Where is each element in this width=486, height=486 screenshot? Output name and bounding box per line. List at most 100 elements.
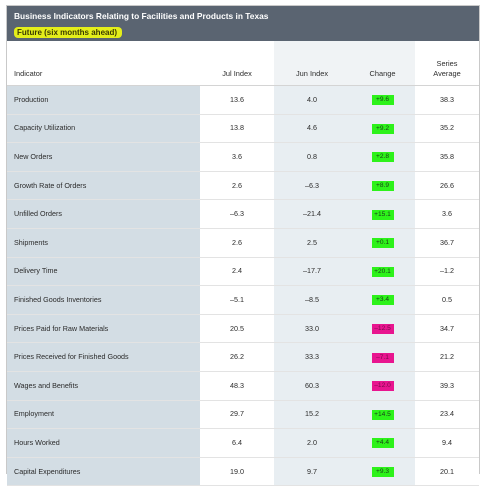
- table-row: Hours Worked 6.4 2.0 +4.4 9.4: [7, 428, 479, 458]
- table-header-row: Indicator Jul Index Jun Index Change Ser…: [7, 41, 479, 86]
- jul-index-cell: 20.5: [200, 314, 274, 344]
- column-header-indicator: Indicator: [7, 41, 200, 86]
- jun-index-cell: –6.3: [274, 171, 350, 201]
- jul-index-cell: 13.8: [200, 114, 274, 144]
- series-average-cell: 0.5: [415, 285, 479, 315]
- jul-index-cell: 13.6: [200, 85, 274, 115]
- table-row: Wages and Benefits 48.3 60.3 –12.0 39.3: [7, 371, 479, 401]
- jun-index-cell: 33.0: [274, 314, 350, 344]
- change-badge-positive: +4.4: [371, 438, 394, 449]
- jun-index-cell: –17.7: [274, 257, 350, 287]
- change-cell: +0.1: [350, 228, 415, 258]
- jun-index-cell: –8.5: [274, 285, 350, 315]
- column-header-jun-index: Jun Index: [274, 41, 350, 86]
- column-header-series-average: Series Average: [415, 41, 479, 86]
- column-header-series-average-line2: Average: [433, 69, 461, 78]
- table-subtitle: Future (six months ahead): [14, 27, 123, 38]
- jun-index-cell: 0.8: [274, 142, 350, 172]
- change-cell: +2.8: [350, 142, 415, 172]
- jul-index-cell: 2.6: [200, 171, 274, 201]
- change-cell: +3.4: [350, 285, 415, 315]
- table-body: Production 13.6 4.0 +9.6 38.3 Capacity Utiliz…: [7, 85, 479, 486]
- series-average-cell: 23.4: [415, 400, 479, 430]
- jun-index-cell: 60.3: [274, 371, 350, 401]
- jul-index-cell: –6.3: [200, 199, 274, 229]
- change-badge-positive: +15.1: [371, 209, 394, 220]
- jun-index-cell: 4.6: [274, 114, 350, 144]
- jul-index-cell: 19.0: [200, 457, 274, 486]
- indicator-cell: Production: [7, 85, 200, 115]
- change-cell: +8.9: [350, 171, 415, 201]
- change-badge-positive: +0.1: [371, 238, 394, 249]
- change-cell: +9.6: [350, 85, 415, 115]
- series-average-cell: 9.4: [415, 428, 479, 458]
- change-cell: +20.1: [350, 257, 415, 287]
- table-row: Delivery Time 2.4 –17.7 +20.1 –1.2: [7, 257, 479, 287]
- jul-index-cell: 2.6: [200, 228, 274, 258]
- change-badge-positive: +20.1: [371, 266, 394, 277]
- indicator-cell: Unfilled Orders: [7, 199, 200, 229]
- table-row: Shipments 2.6 2.5 +0.1 36.7: [7, 228, 479, 258]
- indicator-cell: Capacity Utilization: [7, 114, 200, 144]
- change-badge-positive: +2.8: [371, 152, 394, 163]
- indicators-table: Indicator Jul Index Jun Index Change Ser…: [7, 41, 479, 486]
- table-row: Capital Expenditures 19.0 9.7 +9.3 20.1: [7, 457, 479, 486]
- jun-index-cell: 9.7: [274, 457, 350, 486]
- change-badge-positive: +8.9: [371, 181, 394, 192]
- jul-index-cell: 3.6: [200, 142, 274, 172]
- indicator-cell: Finished Goods Inventories: [7, 285, 200, 315]
- table-row: Growth Rate of Orders 2.6 –6.3 +8.9 26.6: [7, 171, 479, 201]
- series-average-cell: 21.2: [415, 342, 479, 372]
- column-header-jul-index: Jul Index: [200, 41, 274, 86]
- change-cell: –12.5: [350, 314, 415, 344]
- indicator-cell: Delivery Time: [7, 257, 200, 287]
- change-badge-positive: +9.6: [371, 95, 394, 106]
- indicator-cell: Capital Expenditures: [7, 457, 200, 486]
- indicator-cell: Growth Rate of Orders: [7, 171, 200, 201]
- table-title: Business Indicators Relating to Faciliti…: [14, 11, 269, 21]
- jun-index-cell: 2.0: [274, 428, 350, 458]
- change-cell: +9.2: [350, 114, 415, 144]
- change-cell: +14.5: [350, 400, 415, 430]
- table-row: New Orders 3.6 0.8 +2.8 35.8: [7, 142, 479, 172]
- change-badge-positive: +9.3: [371, 467, 394, 478]
- series-average-cell: –1.2: [415, 257, 479, 287]
- series-average-cell: 35.2: [415, 114, 479, 144]
- indicator-cell: New Orders: [7, 142, 200, 172]
- series-average-cell: 20.1: [415, 457, 479, 486]
- series-average-cell: 34.7: [415, 314, 479, 344]
- jun-index-cell: 15.2: [274, 400, 350, 430]
- table-row: Capacity Utilization 13.8 4.6 +9.2 35.2: [7, 114, 479, 144]
- series-average-cell: 36.7: [415, 228, 479, 258]
- table-row: Prices Received for Finished Goods 26.2 33…: [7, 342, 479, 372]
- jul-index-cell: –5.1: [200, 285, 274, 315]
- table-row: Unfilled Orders –6.3 –21.4 +15.1 3.6: [7, 199, 479, 229]
- indicator-cell: Wages and Benefits: [7, 371, 200, 401]
- jul-index-cell: 6.4: [200, 428, 274, 458]
- indicators-table-panel: Business Indicators Relating to Faciliti…: [6, 5, 480, 486]
- change-cell: +4.4: [350, 428, 415, 458]
- jun-index-cell: –21.4: [274, 199, 350, 229]
- change-cell: –7.1: [350, 342, 415, 372]
- change-badge-negative: –7.1: [371, 352, 394, 363]
- jul-index-cell: 26.2: [200, 342, 274, 372]
- change-badge-positive: +14.5: [371, 409, 394, 420]
- jul-index-cell: 29.7: [200, 400, 274, 430]
- table-row: Finished Goods Inventories –5.1 –8.5 +3.4 0.…: [7, 285, 479, 315]
- series-average-cell: 39.3: [415, 371, 479, 401]
- change-badge-positive: +3.4: [371, 295, 394, 306]
- jun-index-cell: 2.5: [274, 228, 350, 258]
- indicator-cell: Hours Worked: [7, 428, 200, 458]
- indicator-cell: Prices Paid for Raw Materials: [7, 314, 200, 344]
- change-badge-negative: –12.0: [371, 381, 394, 392]
- table-row: Prices Paid for Raw Materials 20.5 33.0 –12…: [7, 314, 479, 344]
- column-header-change: Change: [350, 41, 415, 86]
- series-average-cell: 3.6: [415, 199, 479, 229]
- change-badge-negative: –12.5: [371, 324, 394, 335]
- table-row: Production 13.6 4.0 +9.6 38.3: [7, 85, 479, 115]
- jul-index-cell: 48.3: [200, 371, 274, 401]
- jun-index-cell: 4.0: [274, 85, 350, 115]
- change-badge-positive: +9.2: [371, 123, 394, 134]
- series-average-cell: 26.6: [415, 171, 479, 201]
- change-cell: +9.3: [350, 457, 415, 486]
